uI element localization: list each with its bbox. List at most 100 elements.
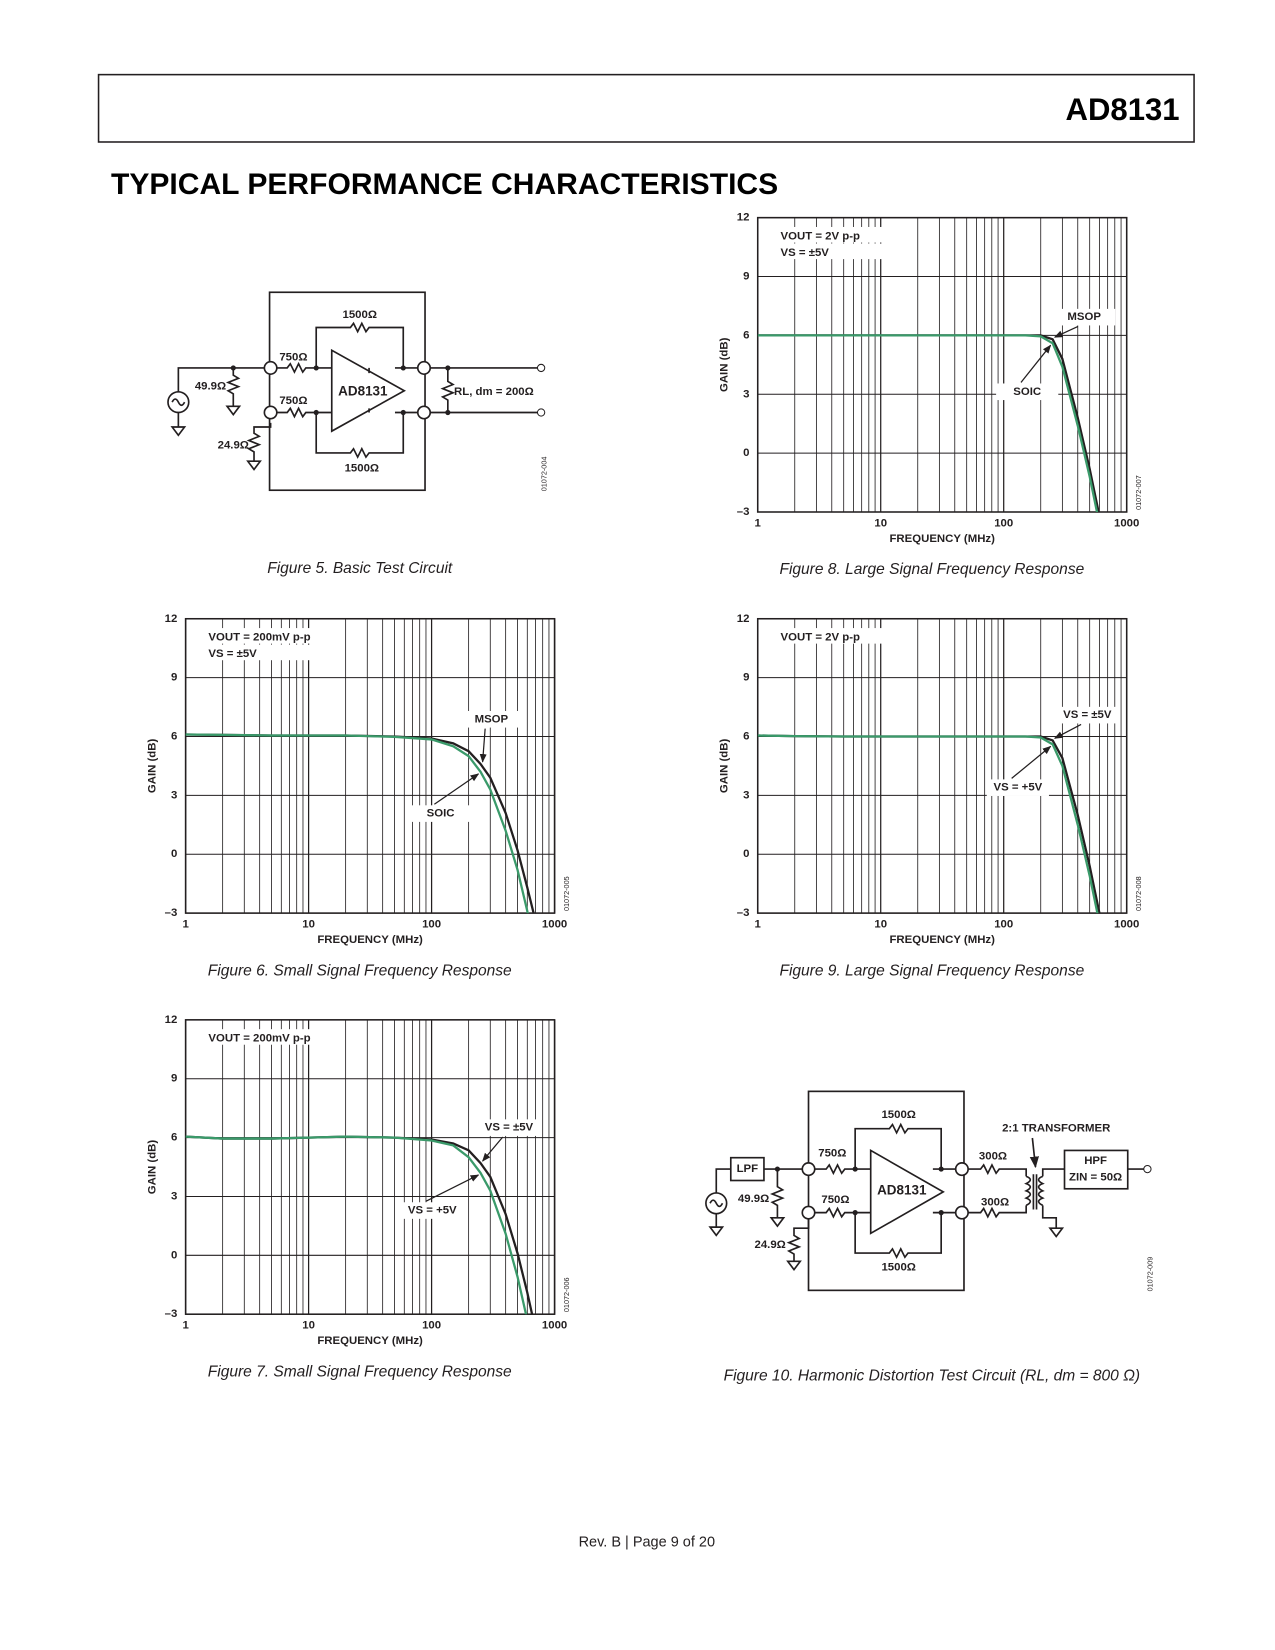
series-line — [185, 1135, 528, 1315]
annotation: VOUT = 200mV p-p — [208, 1033, 310, 1045]
y-tick-label: 6 — [743, 329, 749, 341]
figure5-circuit — [167, 291, 546, 492]
circuit-label: 1500Ω — [881, 1109, 915, 1121]
figure10-circuit — [705, 1090, 1152, 1292]
header-box — [97, 73, 1195, 143]
circuit-label: AD8131 — [338, 383, 388, 398]
y-tick-label: –3 — [737, 506, 750, 518]
y-tick-label: 3 — [171, 1190, 177, 1202]
series-line — [757, 734, 1101, 914]
caption: Figure 7. Small Signal Frequency Respons… — [208, 1363, 512, 1380]
circuit-label: 750Ω — [279, 395, 307, 407]
plot-area — [185, 733, 535, 914]
y-tick-label: 0 — [743, 848, 749, 860]
circuit-label: AD8131 — [877, 1182, 927, 1197]
x-tick-label: 10 — [302, 1320, 315, 1332]
x-tick-label: 10 — [302, 919, 315, 931]
plot-area — [757, 734, 1101, 914]
circuit-label: 49.9Ω — [195, 381, 226, 393]
circuit-label: LPF — [737, 1163, 759, 1175]
annotation-bg — [776, 226, 891, 243]
y-tick-label: –3 — [165, 1308, 178, 1320]
circuit-label: ZIN = 50Ω — [1069, 1171, 1122, 1183]
annotation: VOUT = 2V p-p — [781, 230, 860, 242]
circuit-label: 1500Ω — [342, 309, 376, 321]
series-line — [757, 334, 1099, 512]
x-axis-label: FREQUENCY (MHz) — [889, 934, 995, 946]
circuit-label: 1500Ω — [345, 462, 379, 474]
series-label: VS = ±5V — [485, 1122, 534, 1134]
series-label: SOIC — [427, 808, 455, 820]
annotation-bg — [776, 243, 891, 260]
x-axis-label: FREQUENCY (MHz) — [317, 1335, 423, 1347]
label-bg — [1056, 706, 1119, 724]
circuit-label: 300Ω — [981, 1196, 1009, 1208]
x-tick-label: 100 — [994, 517, 1013, 529]
y-axis-label: GAIN (dB) — [146, 739, 158, 794]
part-number: AD8131 — [1066, 92, 1180, 127]
series-line — [185, 733, 535, 914]
label-bg — [996, 383, 1059, 401]
plot-area — [757, 334, 1100, 512]
figure-code: 01072-005 — [562, 876, 571, 911]
circuit-label: RL, dm = 200Ω — [454, 386, 534, 398]
x-tick-label: 1 — [182, 1320, 189, 1332]
label-bg — [460, 710, 523, 728]
y-tick-label: 9 — [743, 271, 749, 283]
y-tick-label: 3 — [743, 388, 749, 400]
caption: Figure 10. Harmonic Distortion Test Circ… — [724, 1368, 1141, 1385]
y-tick-label: 9 — [743, 672, 749, 684]
series-line — [757, 734, 1099, 914]
y-tick-label: 6 — [743, 731, 749, 743]
label-arrow — [1011, 745, 1052, 779]
label-arrow — [1053, 723, 1082, 739]
circuit-label: 49.9Ω — [738, 1193, 769, 1205]
figure-code: 01072-009 — [1146, 1257, 1155, 1292]
figure-code: 01072-007 — [1134, 475, 1143, 510]
y-tick-label: 9 — [171, 1073, 177, 1085]
annotation: VS = ±5V — [781, 247, 830, 259]
plot-frame — [184, 617, 556, 914]
x-tick-label: 10 — [874, 919, 887, 931]
annotation: VOUT = 2V p-p — [781, 631, 860, 643]
circuit-label: 2:1 TRANSFORMER — [1002, 1123, 1110, 1135]
circuit-label: 750Ω — [821, 1194, 849, 1206]
label-bg — [409, 805, 472, 822]
figure-code: 01072-008 — [1134, 876, 1143, 911]
plot-frame — [184, 1019, 556, 1315]
series-line — [185, 1135, 534, 1315]
label-arrow — [434, 773, 480, 805]
caption: Figure 8. Large Signal Frequency Respons… — [779, 561, 1084, 578]
plot-frame — [756, 617, 1128, 914]
y-tick-label: 3 — [171, 789, 177, 801]
x-tick-label: 1000 — [542, 1320, 567, 1332]
series-line — [185, 733, 529, 914]
caption: Figure 5. Basic Test Circuit — [267, 560, 453, 577]
annotation-bg — [776, 628, 891, 644]
figure-code: 01072-006 — [562, 1277, 571, 1312]
y-tick-label: 6 — [171, 1132, 177, 1144]
y-axis-label: GAIN (dB) — [146, 1140, 158, 1195]
circuit-label: 750Ω — [818, 1148, 846, 1160]
series-label: MSOP — [1067, 311, 1101, 323]
x-tick-label: 1000 — [1114, 919, 1139, 931]
y-tick-label: 0 — [743, 447, 749, 459]
x-tick-label: 1000 — [542, 919, 567, 931]
label-bg — [477, 1119, 541, 1136]
y-tick-label: 12 — [165, 613, 178, 625]
series-label: VS = +5V — [993, 782, 1042, 794]
label-arrow — [482, 1136, 504, 1162]
y-tick-label: 12 — [737, 613, 750, 625]
y-axis-label: GAIN (dB) — [719, 739, 731, 794]
circuit-label: 24.9Ω — [218, 440, 249, 452]
annotation: VS = ±5V — [208, 648, 257, 660]
x-tick-label: 1 — [755, 517, 762, 529]
label-arrow — [425, 1174, 480, 1202]
x-axis-label: FREQUENCY (MHz) — [317, 934, 423, 946]
y-tick-label: 3 — [743, 789, 749, 801]
x-tick-label: 1000 — [1114, 517, 1139, 529]
circuit-label: HPF — [1084, 1155, 1107, 1167]
y-tick-label: 0 — [171, 848, 177, 860]
series-label: VS = ±5V — [1063, 709, 1112, 721]
